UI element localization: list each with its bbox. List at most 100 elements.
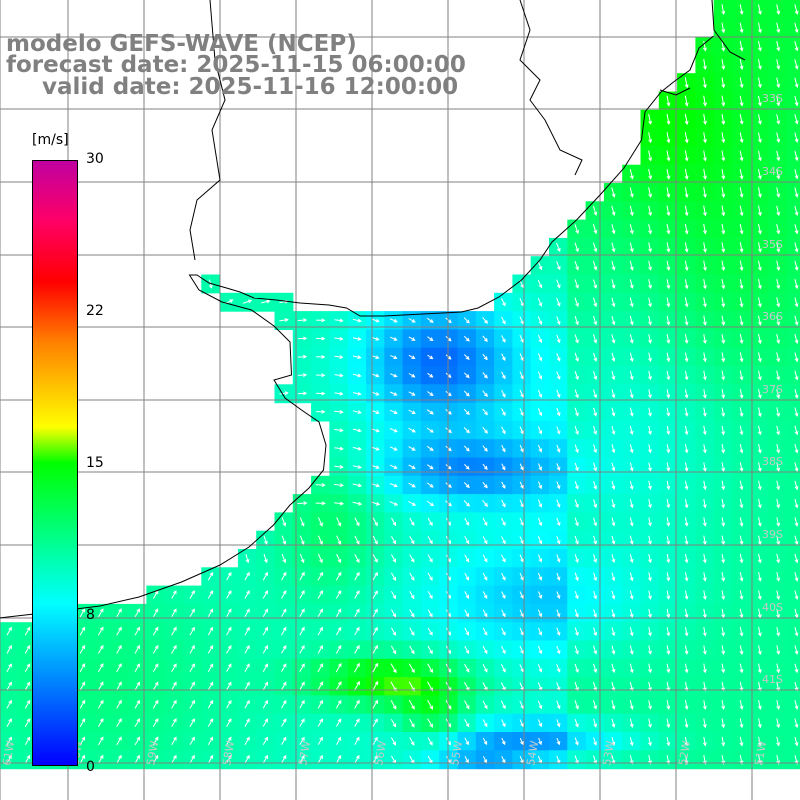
wind-speed-cell bbox=[786, 384, 800, 404]
wind-arrow bbox=[207, 754, 214, 764]
latitude-label: 34S bbox=[762, 165, 783, 178]
wind-arrow bbox=[427, 572, 433, 581]
wind-arrow bbox=[739, 205, 744, 217]
wind-arrow bbox=[611, 554, 616, 564]
wind-arrow bbox=[352, 355, 362, 360]
wind-arrow bbox=[390, 609, 397, 618]
wind-arrow bbox=[702, 663, 707, 674]
wind-arrow bbox=[280, 681, 287, 691]
wind-arrow bbox=[703, 242, 707, 253]
wind-speed-cell bbox=[786, 292, 800, 312]
wind-arrow bbox=[629, 352, 634, 363]
wind-arrow bbox=[389, 482, 398, 488]
wind-arrow bbox=[501, 609, 506, 618]
wind-arrow bbox=[244, 590, 250, 599]
wind-arrow bbox=[721, 22, 726, 34]
wind-speed-cell bbox=[786, 366, 800, 385]
wind-arrow bbox=[611, 224, 616, 235]
inland-water-outline bbox=[711, 0, 746, 61]
wind-arrow bbox=[593, 517, 598, 527]
wind-arrow bbox=[408, 464, 416, 469]
wind-arrow bbox=[79, 754, 85, 764]
wind-arrow bbox=[226, 644, 232, 654]
wind-arrow bbox=[758, 150, 762, 162]
wind-arrow bbox=[537, 536, 543, 545]
wind-arrow bbox=[648, 150, 653, 162]
wind-arrow bbox=[189, 754, 195, 764]
wind-arrow bbox=[519, 426, 524, 435]
wind-arrow bbox=[593, 425, 598, 436]
wind-arrow bbox=[556, 572, 561, 581]
wind-arrow bbox=[739, 278, 744, 290]
wind-arrow bbox=[721, 663, 726, 674]
wind-arrow bbox=[757, 462, 762, 472]
wind-arrow bbox=[299, 754, 305, 764]
wind-arrow bbox=[574, 554, 579, 563]
wind-arrow bbox=[171, 736, 177, 746]
wind-arrow bbox=[134, 663, 141, 673]
wind-arrow bbox=[794, 645, 799, 655]
wind-arrow bbox=[482, 591, 488, 600]
wind-arrow bbox=[648, 700, 652, 710]
wind-arrow bbox=[629, 242, 634, 253]
wind-arrow bbox=[189, 608, 195, 618]
wind-arrow bbox=[556, 554, 561, 563]
wind-arrow bbox=[464, 554, 470, 563]
wind-arrow bbox=[721, 187, 726, 199]
wind-arrow bbox=[171, 699, 177, 709]
wind-arrow bbox=[226, 663, 232, 672]
wind-arrow bbox=[281, 590, 287, 599]
wind-arrow bbox=[702, 736, 707, 747]
wind-arrow bbox=[134, 626, 141, 636]
wind-arrow bbox=[703, 205, 707, 217]
wind-arrow bbox=[501, 371, 506, 380]
wind-arrow bbox=[648, 113, 653, 125]
wind-arrow bbox=[519, 334, 524, 343]
wind-arrow bbox=[739, 40, 744, 52]
wind-arrow bbox=[519, 700, 524, 710]
wind-arrow bbox=[684, 407, 689, 417]
wind-arrow bbox=[776, 443, 781, 454]
wind-arrow bbox=[263, 535, 268, 545]
wind-arrow bbox=[371, 373, 380, 378]
wind-arrow bbox=[519, 554, 524, 563]
wind-arrow bbox=[684, 334, 689, 344]
wind-arrow bbox=[757, 498, 762, 509]
colorbar bbox=[32, 160, 78, 766]
wind-arrow bbox=[757, 608, 762, 619]
wind-arrow bbox=[739, 297, 744, 308]
inland-water-outline bbox=[519, 0, 583, 176]
wind-arrow bbox=[134, 699, 141, 709]
wind-arrow bbox=[574, 426, 579, 435]
wind-arrow bbox=[297, 318, 308, 323]
wind-arrow bbox=[721, 95, 726, 107]
wind-arrow bbox=[24, 754, 31, 764]
wind-arrow bbox=[721, 40, 726, 52]
wind-arrow bbox=[611, 572, 616, 582]
wind-speed-cell bbox=[786, 567, 800, 587]
wind-arrow bbox=[299, 517, 305, 527]
wind-arrow bbox=[574, 260, 579, 271]
wind-arrow bbox=[648, 517, 652, 527]
wind-arrow bbox=[648, 736, 652, 747]
wind-arrow bbox=[501, 444, 506, 453]
latitude-label: 33S bbox=[762, 92, 783, 105]
wind-arrow bbox=[334, 373, 344, 378]
wind-arrow bbox=[574, 663, 579, 673]
wind-arrow bbox=[648, 370, 652, 381]
wind-arrow bbox=[666, 462, 671, 472]
wind-arrow bbox=[721, 407, 726, 418]
wind-arrow bbox=[207, 718, 214, 727]
wind-arrow bbox=[371, 355, 380, 360]
wind-arrow bbox=[372, 608, 378, 617]
wind-arrow bbox=[354, 571, 360, 581]
wind-arrow bbox=[207, 590, 214, 599]
wind-arrow bbox=[629, 370, 634, 381]
wind-arrow bbox=[721, 223, 726, 235]
wind-arrow bbox=[353, 680, 360, 691]
wind-arrow bbox=[464, 572, 469, 581]
wind-arrow bbox=[390, 627, 397, 636]
wind-arrow bbox=[593, 444, 598, 454]
wind-arrow bbox=[593, 297, 598, 308]
wind-arrow bbox=[317, 626, 323, 636]
